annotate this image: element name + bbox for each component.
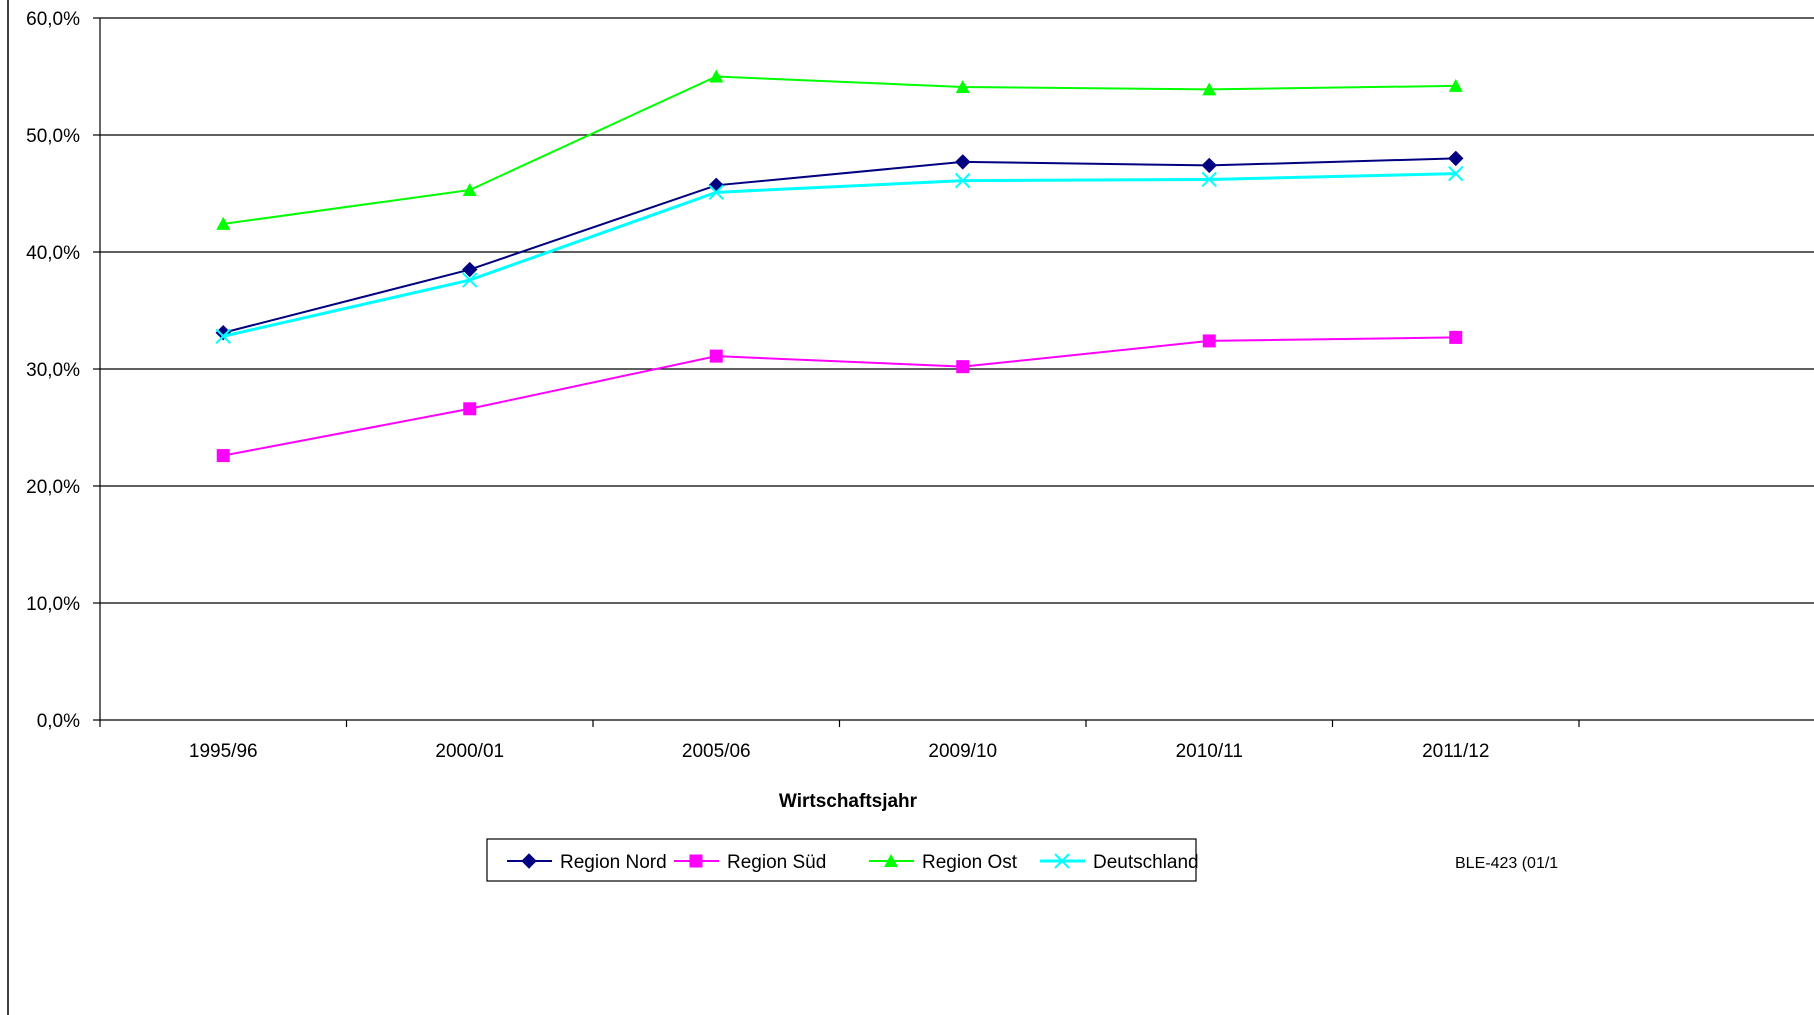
series-deutschland <box>215 165 1464 344</box>
marker-stroke <box>708 184 724 201</box>
series-line <box>223 75 1456 225</box>
data-point <box>215 328 231 344</box>
x-tick-labels: 1995/96 2000/01 2005/06 2009/10 2010/11 2011/… <box>189 741 1489 762</box>
data-point <box>955 172 971 189</box>
series-line <box>223 157 1456 334</box>
x-tick-label: 2011/12 <box>1422 741 1489 762</box>
gridlines <box>100 17 1814 604</box>
data-point <box>1448 78 1463 92</box>
y-tick-label: 10,0% <box>26 594 80 615</box>
data-point <box>463 402 477 416</box>
data-point <box>216 449 230 463</box>
legend-box <box>486 838 1197 882</box>
legend-label: Region Nord <box>560 852 667 873</box>
legend-item: Deutschland <box>1040 852 1199 873</box>
y-tick-label: 30,0% <box>26 360 80 381</box>
y-tick-label: 50,0% <box>26 126 80 147</box>
data-point <box>708 177 724 194</box>
legend-label: Region Ost <box>922 852 1018 873</box>
legend-item: Region Nord <box>507 852 667 873</box>
data-point <box>956 360 970 374</box>
legend-item: Region Ost <box>869 852 1018 873</box>
marker-stroke <box>215 328 231 344</box>
series-line <box>223 336 1456 457</box>
data-point <box>709 349 723 363</box>
series-region-süd <box>216 330 1463 463</box>
axes <box>7 0 1814 1015</box>
data-point <box>955 154 971 170</box>
legend-item: Region Süd <box>674 852 826 873</box>
x-tick-label: 2009/10 <box>928 741 997 762</box>
y-tick-labels: 0,0% 10,0% 20,0% 30,0% 40,0% 50,0% 60,0% <box>26 9 80 732</box>
legend-marker <box>689 854 703 868</box>
legend: Region Nord Region Süd Region Ost Deutschla… <box>486 838 1199 882</box>
marker-stroke <box>462 272 478 288</box>
legend-marker <box>521 853 537 869</box>
footer-note: BLE-423 (01/1 <box>1455 855 1558 872</box>
series-region-ost <box>216 69 1463 230</box>
marker-stroke <box>1054 853 1070 869</box>
series-region-nord <box>215 150 1464 341</box>
data-point <box>1202 82 1217 96</box>
series-line <box>222 172 1456 338</box>
y-tick-label: 0,0% <box>37 711 80 732</box>
data-point <box>1201 171 1217 188</box>
data-point <box>1201 157 1217 174</box>
x-tick-label: 2005/06 <box>682 741 751 762</box>
x-tick-label: 2010/11 <box>1176 741 1243 762</box>
data-point <box>462 182 477 196</box>
data-point <box>462 261 478 278</box>
data-point <box>1448 150 1464 167</box>
marker-stroke <box>1201 171 1217 188</box>
data-point <box>1448 165 1464 182</box>
data-point <box>955 80 970 94</box>
x-tick-label: 2000/01 <box>435 741 504 762</box>
data-point <box>216 216 231 230</box>
legend-marker <box>884 854 898 867</box>
legend-label: Region Süd <box>727 852 826 873</box>
x-axis-title: Wirtschaftsjahr <box>779 791 918 812</box>
data-point <box>462 272 478 288</box>
marker-stroke <box>955 172 971 189</box>
data-point <box>1449 330 1463 344</box>
series-group <box>215 69 1464 463</box>
legend-marker <box>1054 853 1070 869</box>
legend-label: Deutschland <box>1093 852 1199 873</box>
data-point <box>1202 334 1216 348</box>
x-tick-label: 1995/96 <box>189 741 258 762</box>
data-point <box>708 184 724 201</box>
y-tick-label: 60,0% <box>26 9 80 30</box>
y-tick-label: 20,0% <box>26 477 80 498</box>
y-tick-label: 40,0% <box>26 243 80 264</box>
data-point <box>709 69 724 83</box>
marker-stroke <box>1448 165 1464 182</box>
